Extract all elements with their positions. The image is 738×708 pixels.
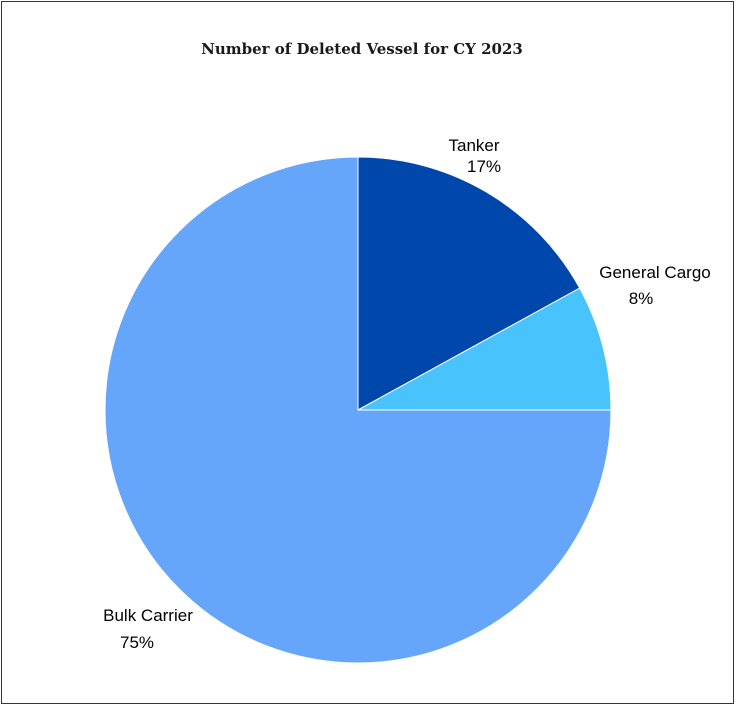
pie-slices xyxy=(104,156,612,664)
slice-label-tanker-name: Tanker xyxy=(448,136,499,155)
pie-slice-general-cargo xyxy=(357,287,612,411)
pie-slice-bulk-carrier xyxy=(104,156,612,664)
pie-slice-tanker xyxy=(357,156,581,411)
slice-label-tanker-percent: 17% xyxy=(467,157,501,176)
slice-label-general-cargo-percent: 8% xyxy=(629,289,654,308)
slice-label-bulk-carrier-percent: 75% xyxy=(120,633,154,652)
slice-label-general-cargo-name: General Cargo xyxy=(599,263,711,282)
slice-label-bulk-carrier-name: Bulk Carrier xyxy=(103,606,193,625)
slice-labels: Tanker 17% General Cargo 8% Bulk Carrier… xyxy=(103,136,711,652)
chart-title: Number of Deleted Vessel for CY 2023 xyxy=(201,40,523,58)
